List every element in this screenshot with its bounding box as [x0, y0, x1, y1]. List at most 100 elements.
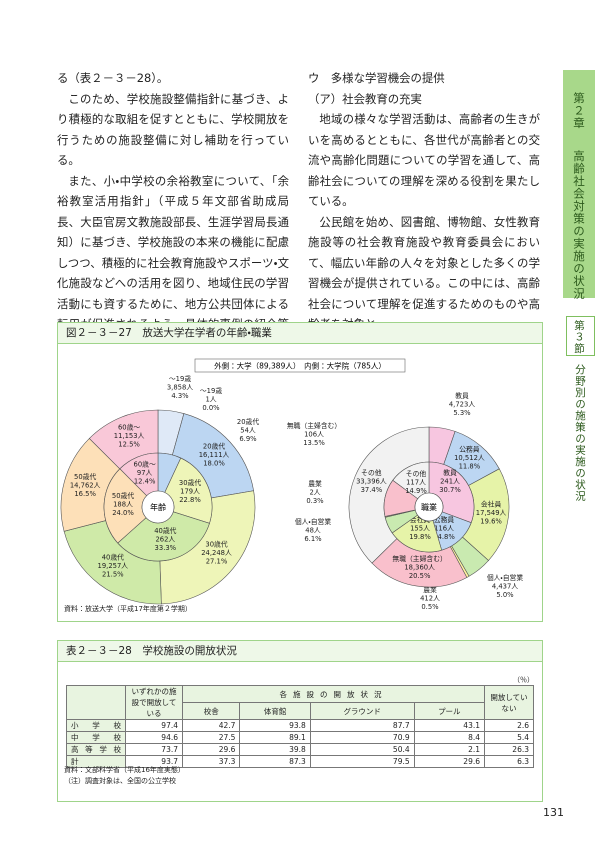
- cell: 93.8: [239, 719, 311, 732]
- center: [141, 490, 175, 524]
- label-line: 40歳代: [154, 526, 176, 535]
- row-header: 中学校: [66, 731, 126, 744]
- label-line: 60歳～: [134, 460, 156, 469]
- slice-label: 会社員 17,549人 19.6%: [476, 499, 507, 525]
- facility-header-row: 校舎 体育館 グラウンド プール: [67, 702, 534, 720]
- slice-label: 30歳代 24,248人 27.1%: [201, 540, 232, 566]
- label-line: 18,360人: [404, 563, 435, 571]
- cell: 29.6: [181, 743, 241, 756]
- cell: 2.6: [484, 719, 534, 732]
- label-line: 農業: [308, 479, 322, 488]
- label-line: 262人: [155, 536, 175, 544]
- paragraph: る（表２－３－28）。: [57, 71, 169, 85]
- slice-label: 60歳～ 97人 12.4%: [134, 460, 156, 486]
- label-line: 16.5%: [74, 490, 96, 498]
- row-header: 小学校: [66, 719, 126, 732]
- slice-label: 20歳代 54人 6.9%: [237, 417, 259, 443]
- label-line: 個人・自営業: [487, 573, 523, 582]
- table-note: （注）調査対象は、全国の公立学校: [64, 777, 176, 785]
- label-line: 33.3%: [155, 544, 177, 552]
- slice-label: ～19歳 3,858人 4.3%: [167, 374, 193, 400]
- slice-label: その他 33,396人 37.4%: [356, 468, 387, 494]
- label-line: 5.3%: [453, 409, 471, 417]
- cell: 87.7: [309, 719, 415, 732]
- label-line: 12.4%: [134, 478, 156, 486]
- table-source: 資料：文部科学省（平成16年度実態）: [64, 766, 185, 774]
- label-line: 教員: [455, 391, 469, 400]
- facility-header: 校舎: [181, 702, 241, 720]
- table-box: 表２－３－28 学校施設の開放状況 （％） いずれかの施設で開放している 各施設…: [57, 640, 543, 802]
- label-line: ～19歳: [200, 386, 222, 395]
- row-header: 高等学校: [66, 743, 126, 756]
- cell: 97.4: [125, 719, 183, 732]
- table-body: 小学校 97.4 42.7 93.8 87.7 43.1 2.6 中学校 94.6 27.5 89.…: [66, 719, 534, 768]
- slice-label: 40歳代 262人 33.3%: [154, 526, 176, 552]
- slice-label: 公務員 116人 14.8%: [433, 515, 455, 541]
- slice-label: 農業 2人 0.3%: [306, 479, 324, 505]
- column-header: 開放していない: [484, 685, 534, 720]
- label-line: ～19歳: [169, 374, 191, 383]
- legend: 外側：大学（89,389人） 内側：大学院（785人）: [214, 361, 386, 371]
- slice-label: 無職（主婦含む） 18,360人 20.5%: [392, 554, 446, 580]
- heading: ウ 多様な学習機会の提供: [308, 71, 445, 85]
- slice-label: 公務員 10,512人 11.8%: [454, 444, 485, 470]
- label-line: 412人: [420, 595, 440, 603]
- label-line: 21.5%: [102, 570, 124, 578]
- slice-label: 教員 4,723人 5.3%: [449, 391, 475, 417]
- cell: 37.3: [181, 755, 241, 768]
- label-line: 155人: [410, 525, 430, 533]
- label-line: 0.3%: [306, 497, 324, 505]
- label-line: 117人: [406, 479, 426, 487]
- table-row: 小学校 97.4 42.7 93.8 87.7 43.1 2.6: [66, 719, 534, 732]
- label-line: 50歳代: [112, 491, 134, 500]
- slice-label: 40歳代 19,257人 21.5%: [98, 552, 129, 578]
- label-line: 6.9%: [239, 435, 257, 443]
- label-line: 27.1%: [206, 558, 228, 566]
- label-line: 公務員: [459, 444, 480, 453]
- label-line: 4.3%: [171, 392, 189, 400]
- slice-label: 教員 241人 30.7%: [439, 468, 461, 494]
- label-line: 個人・自営業: [295, 517, 331, 526]
- label-line: 4,723人: [449, 401, 475, 409]
- slice-label: 農業 412人 0.5%: [420, 585, 440, 611]
- chapter: 第２章: [572, 92, 586, 130]
- label-line: 16,111人: [199, 451, 230, 459]
- label-line: 14,762人: [70, 482, 101, 490]
- cell: 94.6: [125, 731, 183, 744]
- label-line: 19,257人: [98, 562, 129, 570]
- label-line: 48人: [305, 527, 321, 535]
- label-line: 17,549人: [476, 509, 507, 517]
- slice-label: その他 117人 14.9%: [405, 469, 427, 495]
- label-line: 会社員: [481, 499, 502, 508]
- cell: 70.9: [309, 731, 415, 744]
- label-line: 11.8%: [459, 462, 481, 470]
- label-line: 0.0%: [202, 404, 220, 412]
- table-row: 中学校 94.6 27.5 89.1 70.9 8.4 5.4: [66, 731, 534, 744]
- cell: 27.5: [181, 731, 241, 744]
- cell: 43.1: [413, 719, 486, 732]
- label-line: 2人: [309, 489, 320, 497]
- label-line: 4,437人: [492, 583, 518, 591]
- slice-label: 50歳代 14,762人 16.5%: [70, 472, 101, 498]
- label-line: その他: [361, 468, 382, 477]
- label-line: 18.0%: [203, 459, 225, 467]
- cell: 73.7: [125, 743, 183, 756]
- cell: 6.3: [484, 755, 534, 768]
- label-line: 14.8%: [433, 533, 455, 541]
- slice-label: 20歳代 16,111人 18.0%: [199, 441, 230, 467]
- label-line: 12.5%: [118, 440, 140, 448]
- cell: 87.3: [239, 755, 311, 768]
- facility-header: 体育館: [239, 702, 311, 720]
- cell: 8.4: [413, 731, 486, 744]
- label-line: 農業: [423, 585, 437, 594]
- label-line: 6.1%: [304, 535, 322, 543]
- cell: 29.6: [413, 755, 486, 768]
- label-line: 5.0%: [496, 591, 514, 599]
- label-line: 19.8%: [409, 533, 431, 541]
- figure-box: 図２－３－27 放送大学在学者の年齢・職業 外側：大学（89,389人） 内側：…: [57, 322, 543, 622]
- cell: 89.1: [239, 731, 311, 744]
- column-group-header: 各施設の開放状況: [182, 685, 485, 703]
- label-line: 10,512人: [454, 454, 485, 462]
- label-line: 116人: [434, 525, 454, 533]
- cell: 50.4: [309, 743, 415, 756]
